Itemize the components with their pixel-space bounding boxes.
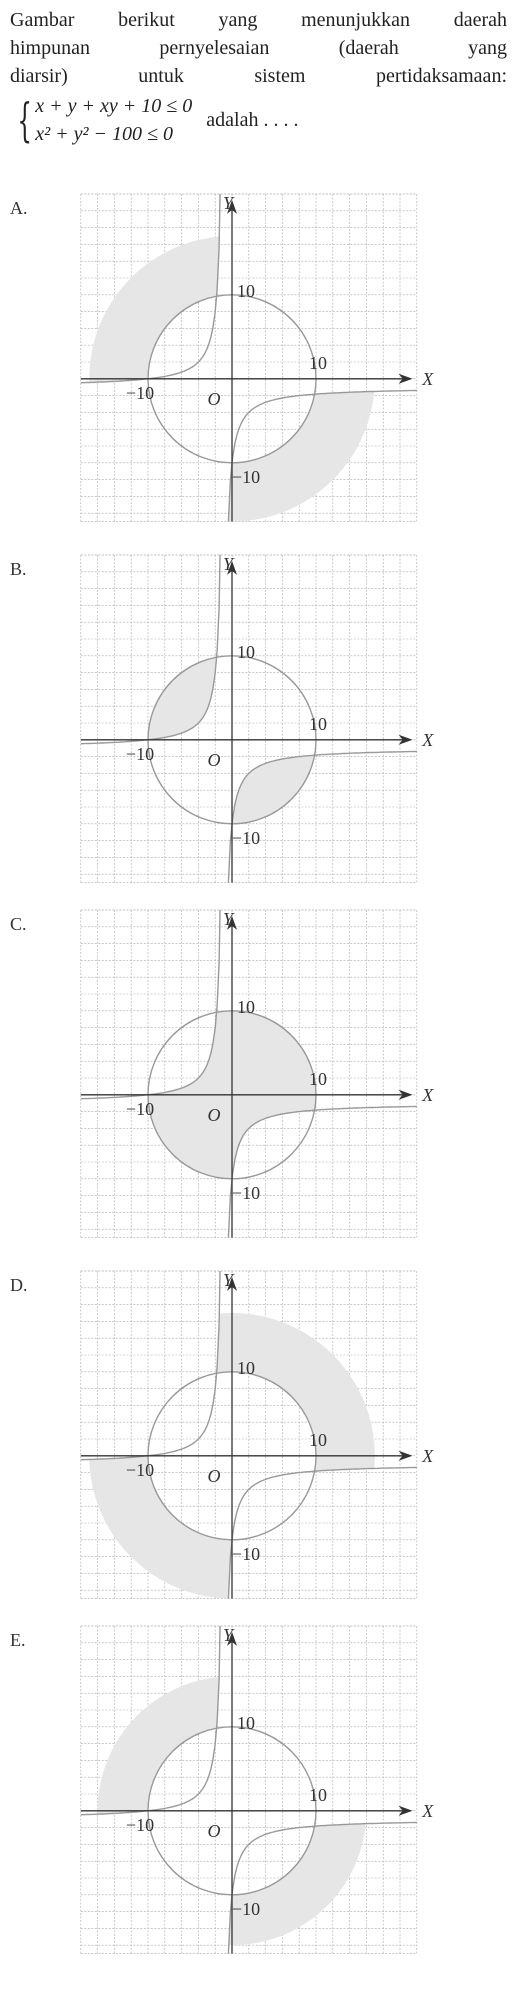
question-line: himpunan pernyelesaian (daerah yang [10, 37, 507, 59]
x-axis-label: X [421, 1085, 434, 1105]
equations: x + y + xy + 10 ≤ 0 x² + y² − 100 ≤ 0 [35, 92, 192, 148]
origin-label: O [208, 1466, 221, 1486]
graph: X Y O 10 10 −10 −10 [80, 1270, 434, 1599]
y-neg-label: −10 [232, 828, 260, 848]
x-axis-label: X [421, 1801, 434, 1821]
y-pos-label: 10 [237, 1358, 255, 1378]
y-neg-label: −10 [232, 1899, 260, 1919]
x-pos-label: 10 [309, 1785, 327, 1805]
graph: X Y O 10 10 −10 −10 [80, 193, 434, 522]
option-label: E. [10, 1630, 26, 1650]
y-neg-label: −10 [232, 467, 260, 487]
option-label: B. [10, 559, 27, 579]
y-pos-label: 10 [237, 997, 255, 1017]
origin-label: O [208, 389, 221, 409]
question-line: diarsir) untuk sistem pertidaksamaan: [10, 65, 507, 87]
equation: x² + y² − 100 ≤ 0 [35, 123, 173, 145]
y-arrow [227, 199, 237, 214]
origin-label: O [208, 750, 221, 770]
x-pos-label: 10 [309, 353, 327, 373]
option-label: D. [10, 1275, 28, 1295]
y-arrow [227, 1276, 237, 1291]
origin-label: O [208, 1821, 221, 1841]
equation: x + y + xy + 10 ≤ 0 [35, 95, 193, 117]
hyperbola [80, 1626, 221, 1816]
question: Gambar berikut yang menunjukkan daerah h… [10, 6, 507, 148]
x-neg-label: −10 [126, 383, 154, 403]
x-arrow [398, 1805, 413, 1816]
option-label: C. [10, 914, 27, 934]
x-axis-label: X [421, 369, 434, 389]
x-arrow [398, 1089, 413, 1100]
y-pos-label: 10 [237, 1713, 255, 1733]
x-arrow [398, 373, 413, 384]
graph: X Y O 10 10 −10 −10 [80, 909, 434, 1238]
x-neg-label: −10 [126, 1815, 154, 1835]
y-axis-label: Y [223, 1625, 235, 1645]
y-arrow [227, 560, 237, 575]
y-axis-label: Y [223, 554, 235, 574]
x-axis-label: X [421, 1446, 434, 1466]
x-pos-label: 10 [309, 714, 327, 734]
graph: X Y O 10 10 −10 −10 [80, 1625, 434, 1954]
y-arrow [227, 915, 237, 930]
hyperbola [80, 554, 221, 745]
y-axis-label: Y [223, 193, 235, 213]
hyperbola [227, 389, 417, 522]
y-axis-label: Y [223, 1270, 235, 1290]
x-neg-label: −10 [126, 744, 154, 764]
axes [80, 1634, 411, 1954]
hyperbola [227, 1466, 417, 1599]
hyperbola [80, 1271, 221, 1461]
graph: X Y O 10 10 −10 −10 [80, 554, 434, 883]
y-pos-label: 10 [237, 281, 255, 301]
option-label: A. [10, 198, 28, 218]
axes [80, 563, 411, 883]
y-neg-label: −10 [232, 1544, 260, 1564]
hyperbola [227, 1105, 417, 1238]
x-neg-label: −10 [126, 1460, 154, 1480]
y-axis-label: Y [223, 909, 235, 929]
hyperbola [80, 910, 221, 1100]
question-suffix: adalah . . . . [206, 109, 299, 131]
x-pos-label: 10 [309, 1069, 327, 1089]
y-arrow [227, 1631, 237, 1646]
inequality-system: { x + y + xy + 10 ≤ 0 x² + y² − 100 ≤ 0 … [10, 92, 507, 148]
brace: { [17, 93, 32, 147]
y-pos-label: 10 [237, 642, 255, 662]
axes [80, 202, 411, 522]
hyperbola [227, 1821, 417, 1954]
x-arrow [398, 1450, 413, 1461]
x-neg-label: −10 [126, 1099, 154, 1119]
x-axis-label: X [421, 730, 434, 750]
axes [80, 1279, 411, 1599]
axes [80, 918, 411, 1238]
x-arrow [398, 734, 413, 745]
question-line: Gambar berikut yang menunjukkan daerah [10, 9, 507, 31]
x-pos-label: 10 [309, 1430, 327, 1450]
hyperbola [227, 750, 417, 883]
origin-label: O [208, 1105, 221, 1125]
y-neg-label: −10 [232, 1183, 260, 1203]
hyperbola [80, 193, 221, 384]
